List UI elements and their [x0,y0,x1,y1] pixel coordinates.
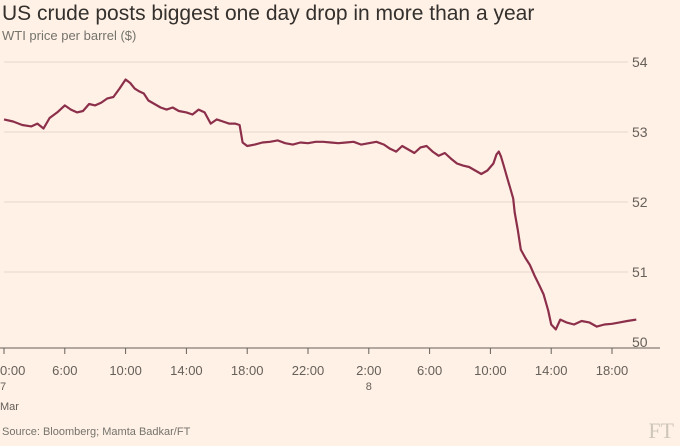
chart-title: US crude posts biggest one day drop in m… [2,2,535,25]
x-tick-label: 18:00 [596,363,629,378]
x-tick-label: 6:00 [417,363,442,378]
x-tick-label: 22:00 [292,363,325,378]
y-tick-label: 51 [632,264,648,280]
y-tick-label: 50 [632,334,648,350]
ft-logo: FT [648,418,674,443]
chart-subtitle: WTI price per barrel ($) [2,28,137,43]
y-tick-label: 54 [632,54,648,70]
x-tick-sublabel: Mar [0,401,19,413]
x-tick-label: 14:00 [170,363,203,378]
x-tick-label: 10:00 [474,363,507,378]
x-tick-label: 18:00 [231,363,264,378]
x-tick-label: 2:00 [356,363,381,378]
x-tick-label: 10:00 [109,363,142,378]
x-tick-sublabel: 7 [0,381,6,393]
x-tick-sublabel: 8 [366,381,372,393]
y-tick-label: 52 [632,194,648,210]
price-series-line [3,78,637,331]
x-tick-label: 6:00 [52,363,77,378]
y-tick-label: 53 [632,124,648,140]
x-tick-label: 14:00 [535,363,568,378]
source-note: Source: Bloomberg; Mamta Badkar/FT [2,426,191,438]
x-tick-label: 0:00 [0,363,25,378]
